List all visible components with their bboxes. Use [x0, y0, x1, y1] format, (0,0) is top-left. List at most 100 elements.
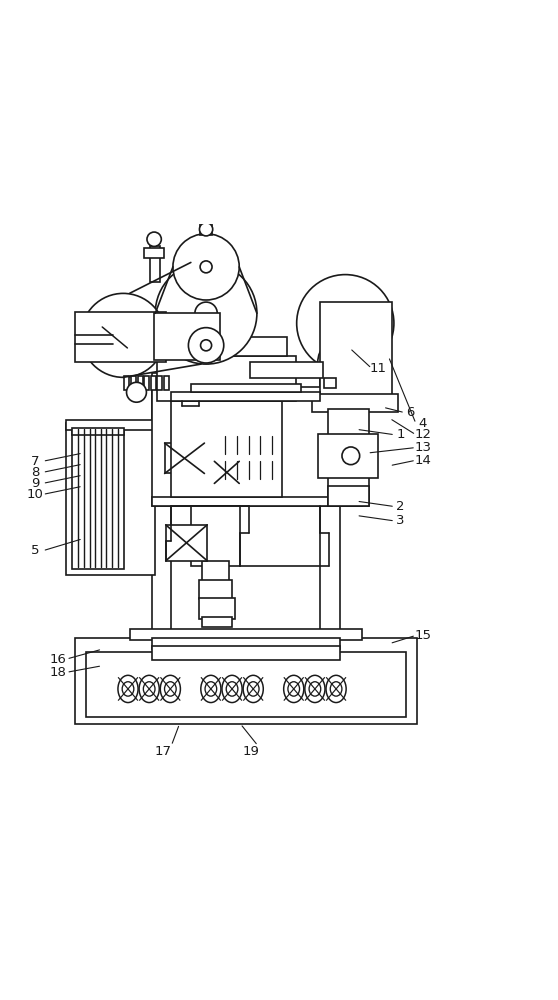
Ellipse shape [205, 682, 217, 696]
Bar [191, 506, 240, 566]
Circle shape [189, 328, 224, 363]
Ellipse shape [283, 675, 304, 703]
Bar [328, 486, 369, 506]
Circle shape [147, 232, 161, 246]
Text: 14: 14 [414, 454, 431, 467]
Bar [157, 376, 162, 390]
Text: 1: 1 [396, 428, 405, 441]
Bar [152, 646, 340, 660]
Ellipse shape [330, 682, 342, 696]
Bar [320, 302, 392, 396]
Bar [318, 434, 378, 478]
Bar [75, 312, 166, 362]
Bar [210, 436, 243, 461]
Bar [124, 376, 129, 390]
Bar [144, 376, 149, 390]
Bar [152, 497, 362, 506]
Text: 15: 15 [414, 629, 431, 642]
Bar [251, 362, 323, 378]
Circle shape [200, 340, 211, 351]
Text: 10: 10 [26, 488, 44, 501]
Circle shape [200, 261, 212, 273]
Text: 5: 5 [31, 544, 39, 557]
Bar [312, 394, 398, 412]
Bar [152, 387, 362, 506]
Text: 11: 11 [370, 362, 387, 375]
Bar [131, 376, 136, 390]
Ellipse shape [143, 682, 155, 696]
Circle shape [342, 447, 360, 465]
Circle shape [155, 262, 257, 364]
Ellipse shape [160, 675, 180, 703]
Ellipse shape [326, 675, 346, 703]
Ellipse shape [309, 682, 321, 696]
Ellipse shape [118, 675, 138, 703]
Bar [72, 428, 124, 569]
Text: 17: 17 [155, 745, 171, 758]
Circle shape [199, 223, 213, 236]
Bar [130, 629, 362, 640]
Ellipse shape [122, 682, 134, 696]
Ellipse shape [305, 675, 325, 703]
Bar [72, 428, 124, 435]
Bar [164, 376, 169, 390]
Ellipse shape [243, 675, 263, 703]
Bar [66, 420, 155, 430]
Circle shape [110, 322, 137, 349]
Text: 19: 19 [243, 745, 260, 758]
Bar [199, 580, 232, 599]
Circle shape [81, 293, 165, 377]
Bar [171, 401, 282, 497]
Text: 7: 7 [31, 455, 39, 468]
Ellipse shape [226, 682, 238, 696]
Bar [157, 356, 296, 401]
Bar [151, 376, 156, 390]
Text: 12: 12 [414, 428, 431, 441]
Circle shape [318, 335, 373, 391]
Text: 4: 4 [418, 417, 427, 430]
Bar [200, 222, 212, 235]
Bar [221, 434, 276, 457]
Text: 8: 8 [31, 466, 39, 479]
Bar [201, 617, 232, 627]
Circle shape [297, 275, 394, 372]
Ellipse shape [139, 675, 159, 703]
Circle shape [127, 382, 146, 402]
Text: 3: 3 [396, 514, 405, 527]
Bar [152, 373, 340, 638]
Ellipse shape [288, 682, 300, 696]
Ellipse shape [201, 675, 221, 703]
Ellipse shape [165, 682, 176, 696]
Bar [324, 378, 336, 388]
Circle shape [173, 234, 239, 300]
Bar [144, 248, 164, 258]
Circle shape [329, 307, 362, 340]
Text: 6: 6 [406, 406, 415, 419]
Text: 13: 13 [414, 441, 431, 454]
Bar [66, 423, 155, 575]
Bar [75, 638, 417, 724]
Bar [85, 652, 406, 717]
Bar [166, 337, 287, 356]
Bar [171, 392, 320, 401]
Bar [214, 461, 239, 483]
Circle shape [338, 355, 353, 371]
Bar [171, 373, 320, 638]
Ellipse shape [247, 682, 259, 696]
Bar [221, 459, 276, 482]
Ellipse shape [222, 675, 242, 703]
Circle shape [195, 302, 217, 324]
Bar [199, 598, 235, 619]
Text: 2: 2 [396, 500, 405, 513]
Bar [138, 376, 142, 390]
Bar [150, 246, 160, 282]
Bar [328, 409, 369, 506]
Text: 9: 9 [31, 477, 39, 490]
Bar [166, 525, 207, 561]
Bar [201, 561, 229, 583]
Bar [191, 384, 301, 392]
Text: 18: 18 [50, 666, 66, 679]
Bar [152, 638, 340, 649]
Bar [165, 443, 204, 473]
Bar [153, 313, 220, 360]
